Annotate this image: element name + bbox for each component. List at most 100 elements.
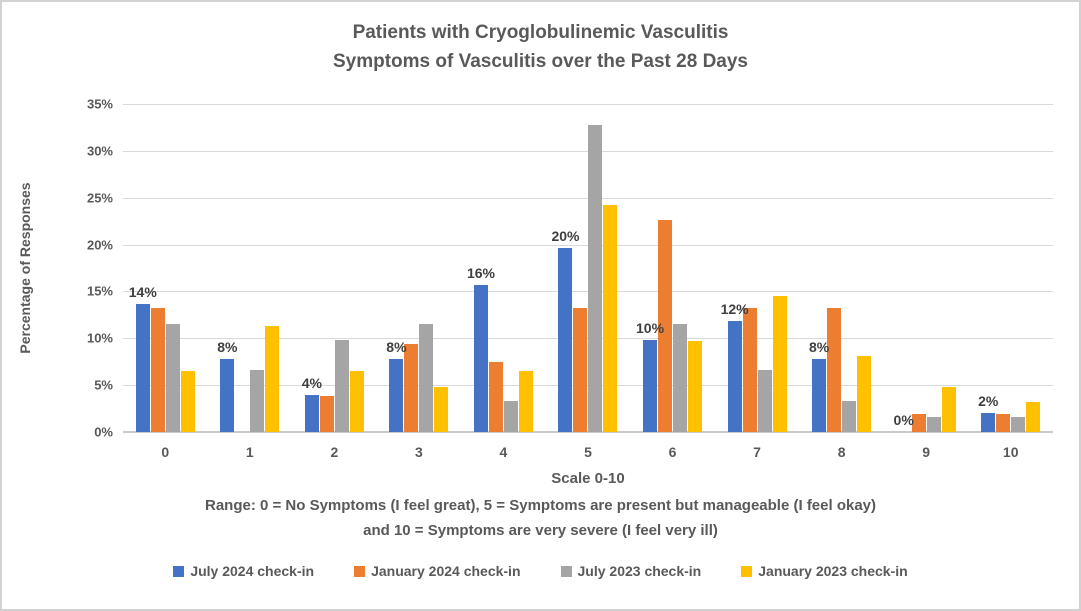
bar-group-2 bbox=[292, 104, 377, 432]
legend-label: January 2023 check-in bbox=[758, 563, 908, 579]
bar bbox=[812, 359, 827, 432]
legend-label: July 2023 check-in bbox=[577, 563, 702, 579]
x-axis-title: Scale 0-10 bbox=[551, 470, 625, 487]
chart-title-line1: Patients with Cryoglobulinemic Vasculiti… bbox=[352, 22, 729, 43]
bar-group-5 bbox=[546, 104, 631, 432]
bar bbox=[911, 414, 926, 432]
x-axis-tick-label: 6 bbox=[668, 444, 677, 460]
plot-area: 14% 8% 4% 8% 16% 20% 10% 12% 8% 0% 2% bbox=[123, 104, 1053, 433]
gridline bbox=[123, 150, 1053, 152]
x-axis-tick-label: 3 bbox=[414, 444, 423, 460]
x-axis-tick-label: 9 bbox=[922, 444, 931, 460]
bar-group-0 bbox=[123, 104, 208, 432]
legend-swatch-icon bbox=[560, 565, 572, 577]
bar bbox=[389, 359, 404, 432]
legend: July 2024 check-in January 2024 check-in J… bbox=[0, 563, 1081, 579]
bar-group-8 bbox=[799, 104, 884, 432]
bar bbox=[404, 344, 419, 432]
bar bbox=[434, 387, 449, 432]
data-label: 16% bbox=[466, 265, 495, 281]
x-axis-tick-label: 4 bbox=[499, 444, 508, 460]
bar-group-10 bbox=[968, 104, 1053, 432]
bar bbox=[558, 248, 573, 432]
y-axis-title: Percentage of Responses bbox=[17, 182, 33, 354]
data-label: 12% bbox=[720, 301, 749, 317]
bar bbox=[658, 220, 673, 432]
data-label: 14% bbox=[128, 284, 157, 300]
bar bbox=[180, 371, 195, 432]
chart-title: Patients with Cryoglobulinemic Vasculiti… bbox=[0, 18, 1081, 76]
bar-group-9 bbox=[884, 104, 969, 432]
bar bbox=[419, 324, 434, 432]
bar-group-1 bbox=[208, 104, 293, 432]
gridline bbox=[123, 338, 1053, 340]
legend-item: July 2023 check-in bbox=[560, 563, 702, 579]
x-axis-tick-label: 5 bbox=[584, 444, 592, 460]
y-axis-tick-label: 10% bbox=[86, 330, 113, 346]
bar bbox=[1011, 417, 1026, 432]
bar bbox=[265, 326, 280, 432]
bar bbox=[742, 308, 757, 432]
bar bbox=[473, 285, 488, 432]
bar-group-3 bbox=[377, 104, 462, 432]
footnote-line2: and 10 = Symptoms are very severe (I fee… bbox=[363, 522, 718, 539]
data-label: 20% bbox=[551, 228, 580, 244]
bar bbox=[926, 417, 941, 432]
bar bbox=[165, 324, 180, 432]
data-label: 8% bbox=[386, 339, 407, 355]
bar bbox=[220, 359, 235, 432]
legend-swatch-icon bbox=[173, 565, 185, 577]
legend-swatch-icon bbox=[741, 565, 753, 577]
bar bbox=[304, 395, 319, 432]
data-label: 4% bbox=[301, 375, 322, 391]
legend-label: July 2024 check-in bbox=[190, 563, 315, 579]
gridline bbox=[123, 385, 1053, 387]
bar bbox=[518, 371, 533, 432]
y-axis-tick-label: 25% bbox=[86, 190, 113, 206]
bar bbox=[981, 413, 996, 432]
y-axis-tick-label: 5% bbox=[94, 377, 113, 393]
bar bbox=[941, 387, 956, 432]
legend-swatch-icon bbox=[354, 565, 366, 577]
bar bbox=[996, 414, 1011, 432]
bar bbox=[135, 304, 150, 432]
x-axis-tick-label: 8 bbox=[837, 444, 846, 460]
bar bbox=[488, 362, 503, 432]
bar bbox=[688, 341, 703, 432]
bar-group-4 bbox=[461, 104, 546, 432]
data-label: 10% bbox=[636, 320, 665, 336]
footnote-line1: Range: 0 = No Symptoms (I feel great), 5… bbox=[204, 497, 877, 514]
x-axis-tick-label: 1 bbox=[245, 444, 254, 460]
data-label: 8% bbox=[217, 339, 238, 355]
gridline bbox=[123, 291, 1053, 293]
x-axis-tick-label: 0 bbox=[161, 444, 170, 460]
data-label: 8% bbox=[809, 339, 830, 355]
bar bbox=[772, 296, 787, 432]
data-label: 2% bbox=[978, 393, 999, 409]
bar bbox=[349, 371, 364, 432]
bar bbox=[150, 308, 165, 432]
y-axis-tick-label: 35% bbox=[86, 96, 113, 112]
bar bbox=[673, 324, 688, 432]
bar bbox=[727, 321, 742, 432]
y-axis-tick-label: 20% bbox=[86, 237, 113, 253]
bar bbox=[503, 401, 518, 432]
legend-item: January 2023 check-in bbox=[741, 563, 908, 579]
chart-title-line2: Symptoms of Vasculitis over the Past 28 … bbox=[332, 51, 748, 72]
y-axis-tick-label: 0% bbox=[94, 424, 113, 440]
gridline bbox=[123, 244, 1053, 246]
bar bbox=[573, 308, 588, 432]
data-label: 0% bbox=[893, 412, 914, 428]
x-axis-tick-label: 10 bbox=[1002, 444, 1019, 460]
legend-item: July 2024 check-in bbox=[173, 563, 314, 579]
bar bbox=[603, 205, 618, 432]
bar bbox=[643, 340, 658, 432]
y-axis-tick-label: 30% bbox=[86, 143, 113, 159]
x-axis-tick-label: 2 bbox=[330, 444, 339, 460]
gridline bbox=[123, 197, 1053, 199]
bar bbox=[842, 401, 857, 432]
bar bbox=[827, 308, 842, 432]
x-axis-line bbox=[123, 431, 1053, 433]
legend-label: January 2024 check-in bbox=[371, 563, 521, 579]
